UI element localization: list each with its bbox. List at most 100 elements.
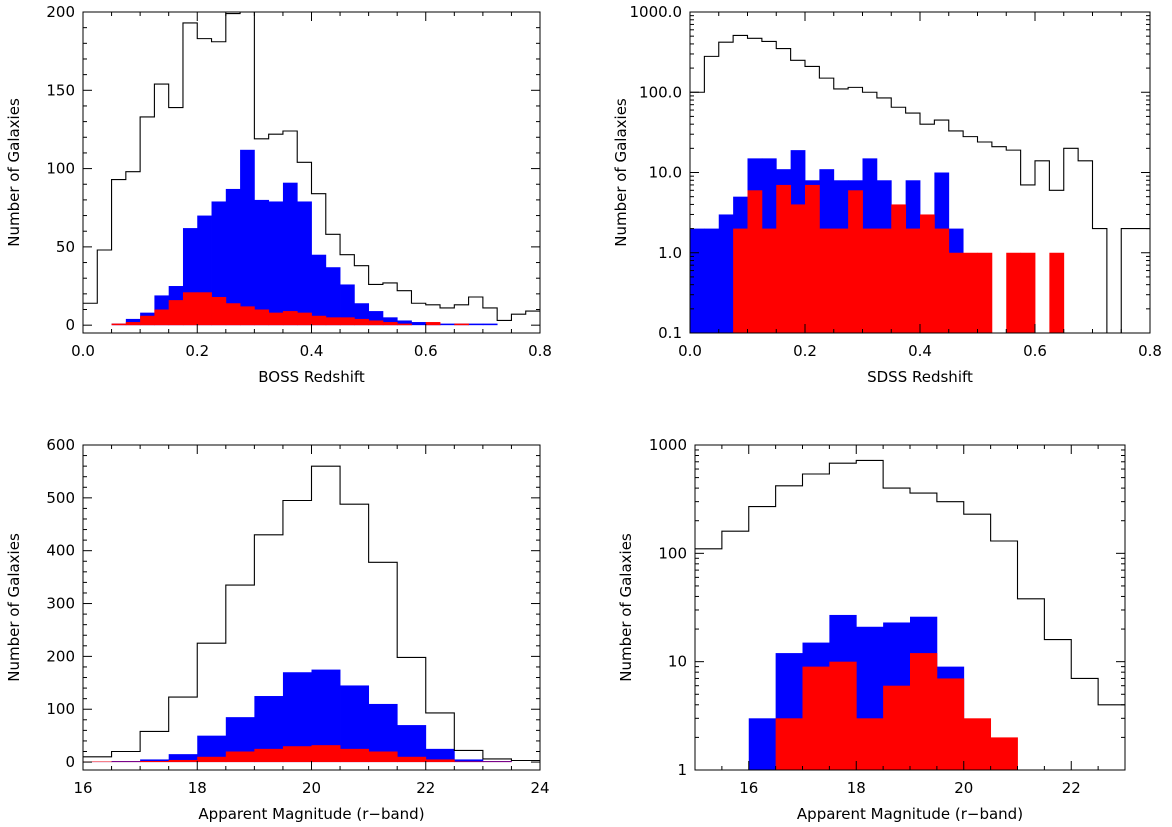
- y-tick-label: 0.1: [658, 324, 682, 342]
- red-bar: [240, 306, 255, 326]
- red-bar: [977, 252, 993, 333]
- y-tick-label: 600: [46, 436, 75, 454]
- y-tick-label: 10: [668, 653, 687, 671]
- red-bar: [482, 761, 512, 763]
- x-tick-label: 22: [416, 779, 435, 797]
- blue-bar: [482, 323, 498, 326]
- red-bar: [910, 653, 938, 770]
- x-tick-label: 0.0: [71, 342, 95, 360]
- red-bar: [225, 303, 241, 326]
- y-axis-label: Number of Galaxies: [612, 98, 630, 247]
- red-bar: [819, 228, 835, 333]
- red-bar: [368, 751, 398, 763]
- red-bar: [83, 761, 112, 763]
- y-tick-label: 10.0: [649, 164, 682, 182]
- red-bar: [168, 759, 198, 763]
- blue-bar: [397, 725, 427, 763]
- red-bar: [311, 315, 327, 326]
- blue-bar: [454, 759, 484, 763]
- all-galaxies-step: [83, 465, 540, 762]
- blue-bar: [254, 199, 270, 326]
- x-tick-label: 18: [847, 779, 866, 797]
- ticks: [694, 444, 1126, 771]
- blue-bar: [382, 317, 398, 326]
- x-axis-label: Apparent Magnitude (r−band): [797, 805, 1023, 823]
- red-bar: [905, 228, 921, 333]
- red-bar: [790, 204, 806, 333]
- x-tick-label: 24: [530, 779, 549, 797]
- red-bar: [856, 718, 884, 770]
- x-tick-label: 16: [73, 779, 92, 797]
- red-bar: [140, 761, 170, 763]
- red-bar: [747, 190, 763, 333]
- x-tick-label: 0.2: [793, 342, 817, 360]
- panel-sdss-magnitude: 16 18 20 22 1 10 100 1000 Apparent Magnitude (r−…: [617, 436, 1126, 823]
- red-bar: [775, 718, 803, 770]
- red-bar: [876, 228, 892, 333]
- x-tick-label: 0.8: [1138, 342, 1162, 360]
- plot-area: [83, 465, 540, 763]
- red-bar: [990, 737, 1018, 770]
- y-axis-label: Number of Galaxies: [5, 98, 23, 247]
- red-bar: [454, 761, 484, 763]
- blue-bar: [440, 323, 455, 326]
- ticks: [689, 11, 1151, 334]
- red-bar: [1020, 252, 1036, 333]
- y-tick-label: 200: [46, 647, 75, 665]
- blue-bar: [297, 201, 312, 326]
- red-bar: [776, 184, 792, 333]
- red-bar: [848, 190, 863, 333]
- panel-boss-redshift: 0.0 0.2 0.4 0.6 0.8 0 50 100 150 200 BOSS Redshift…: [5, 3, 552, 386]
- red-bar: [354, 318, 370, 326]
- x-axis-label: Apparent Magnitude (r−band): [198, 805, 424, 823]
- red-bar: [397, 323, 412, 326]
- y-tick-label: 1000: [649, 436, 687, 454]
- red-bar: [454, 323, 469, 326]
- red-bar: [829, 661, 857, 770]
- red-bar: [963, 252, 978, 333]
- red-bar: [297, 312, 312, 326]
- blue-bar: [168, 754, 198, 763]
- panel-sdss-redshift: 0.0 0.2 0.4 0.6 0.8 0.1 1.0 10.0 100.0 1000.0 SDSS…: [612, 3, 1162, 386]
- y-axis-label: Number of Galaxies: [617, 533, 635, 682]
- red-bar: [397, 756, 427, 763]
- red-bar: [862, 228, 878, 333]
- red-bar: [282, 746, 312, 763]
- y-tick-label: 300: [46, 595, 75, 613]
- red-bar: [325, 317, 341, 326]
- x-tick-label: 18: [188, 779, 207, 797]
- y-tick-label: 400: [46, 542, 75, 560]
- red-bar: [111, 323, 127, 326]
- blue-bar: [704, 228, 720, 333]
- red-bar: [963, 718, 992, 770]
- red-bar: [268, 312, 284, 326]
- blue-series: [111, 149, 498, 326]
- all-galaxies-step: [83, 12, 540, 322]
- x-tick-label: 0.6: [1023, 342, 1047, 360]
- red-bar: [733, 228, 748, 333]
- red-bar: [948, 252, 964, 333]
- all-galaxies-step: [695, 459, 1125, 706]
- y-tick-label: 100: [46, 700, 75, 718]
- x-tick-label: 20: [954, 779, 973, 797]
- red-bar: [761, 228, 777, 333]
- red-bar: [254, 309, 270, 326]
- x-axis-label: SDSS Redshift: [867, 368, 973, 386]
- x-tick-label: 0.8: [528, 342, 552, 360]
- blue-bar: [211, 201, 227, 326]
- red-bar: [211, 296, 227, 326]
- y-tick-label: 200: [46, 3, 75, 21]
- panel-boss-magnitude: 16 18 20 22 24 0 100 200 300 400 500 600 Apparent Ma…: [5, 436, 550, 823]
- red-bar: [254, 748, 284, 763]
- red-bar: [805, 184, 820, 333]
- x-tick-label: 22: [1062, 779, 1081, 797]
- blue-bar: [748, 718, 777, 770]
- red-bar: [382, 322, 398, 326]
- blue-bar: [690, 228, 705, 333]
- y-tick-label: 0: [65, 753, 75, 771]
- red-bar: [802, 666, 830, 770]
- red-bar: [154, 309, 170, 326]
- ticks: [82, 444, 541, 770]
- blue-bar: [425, 748, 455, 763]
